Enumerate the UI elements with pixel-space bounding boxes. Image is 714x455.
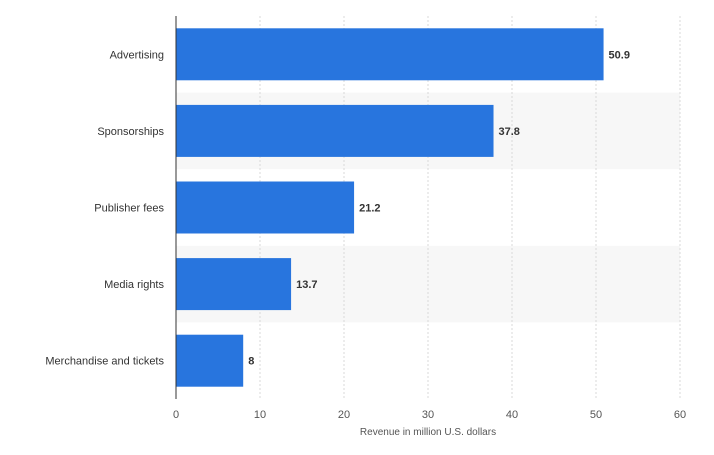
x-tick-label: 40: [506, 409, 518, 421]
bar: [176, 104, 494, 157]
value-label: 50.9: [609, 49, 630, 61]
value-label: 13.7: [296, 279, 317, 291]
category-label: Merchandise and tickets: [45, 356, 164, 368]
x-tick-label: 0: [173, 409, 179, 421]
x-tick-label: 50: [590, 409, 602, 421]
value-label: 8: [248, 356, 254, 368]
x-tick-label: 10: [254, 409, 266, 421]
value-label: 21.2: [359, 203, 380, 215]
category-label: Media rights: [104, 279, 164, 291]
category-label: Sponsorships: [97, 126, 164, 138]
category-label: Advertising: [110, 49, 164, 61]
x-axis-title: Revenue in million U.S. dollars: [360, 427, 496, 438]
bar: [176, 28, 604, 81]
bar: [176, 258, 292, 311]
value-label: 37.8: [499, 126, 520, 138]
x-tick-label: 30: [422, 409, 434, 421]
x-tick-label: 60: [674, 409, 686, 421]
bars: [176, 28, 604, 387]
category-label: Publisher fees: [94, 203, 164, 215]
labels: 0 10 20 30 40 50 60 Advertising 50.9 Sponsorships…: [45, 49, 686, 421]
bar: [176, 334, 244, 387]
x-tick-label: 20: [338, 409, 350, 421]
bar: [176, 181, 355, 234]
